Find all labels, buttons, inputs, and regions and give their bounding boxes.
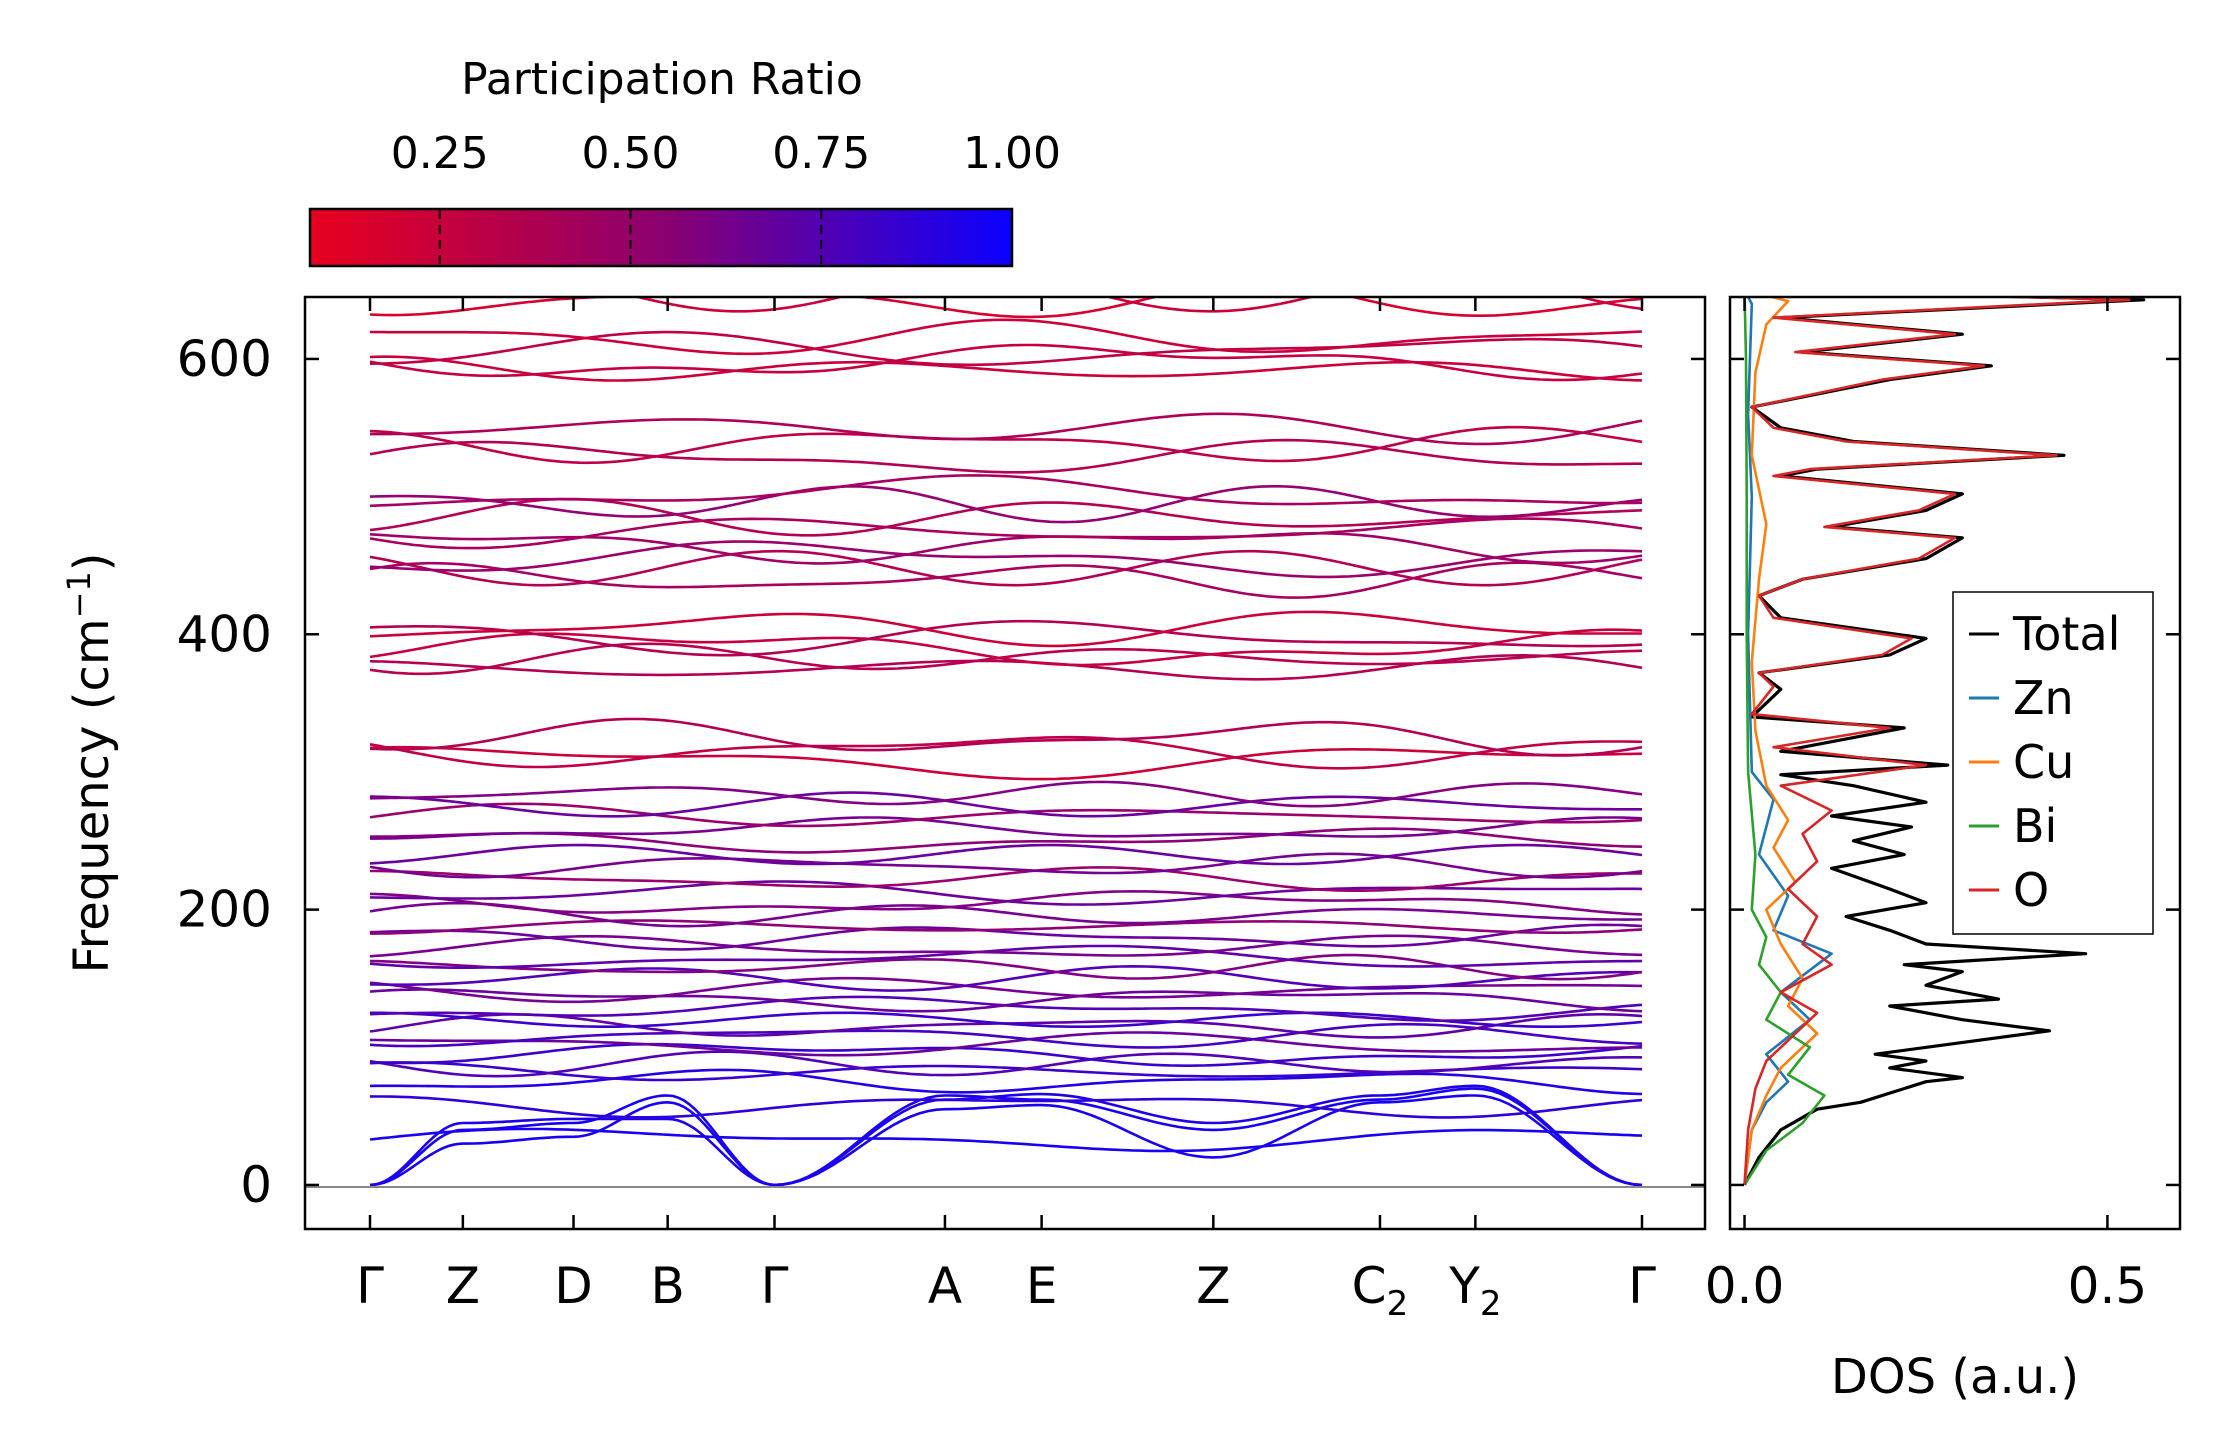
optical-branch	[369, 791, 1642, 818]
band-y-ticks: 0 200 400 600	[177, 330, 1705, 1214]
legend-label: O	[2013, 863, 2049, 917]
high-symmetry-label: A	[928, 1257, 962, 1315]
dos-legend: Total Zn Cu Bi O	[1952, 591, 2154, 935]
colorbar-tick-label: 1.00	[963, 128, 1061, 179]
band-y-tick-label: 0	[240, 1156, 272, 1214]
optical-branch	[369, 549, 1643, 587]
optical-branch	[369, 540, 1643, 579]
optical-branch	[369, 485, 1643, 524]
optical-branch	[369, 517, 1643, 550]
optical-branch	[369, 934, 1643, 958]
optical-branch	[369, 988, 1643, 1013]
dos-panel: 0.0 0.5 DOS (a.u.) Total Zn Cu Bi O	[1705, 295, 2182, 1405]
optical-branch	[369, 610, 1642, 648]
optical-branch	[369, 438, 1642, 474]
optical-branch	[370, 297, 1643, 313]
colorbar-tick-label: 0.50	[581, 128, 679, 179]
dos-x-ticks: 0.0 0.5	[1705, 297, 2147, 1315]
dos-lines	[1743, 297, 2146, 1186]
high-symmetry-label: Y2	[1448, 1257, 1501, 1324]
band-plot-frame	[303, 295, 1707, 1231]
optical-branch	[369, 780, 1643, 808]
optical-branch	[369, 1068, 1643, 1096]
band-y-tick-label: 600	[177, 330, 272, 388]
optical-branch	[369, 852, 1643, 879]
high-symmetry-label: Z	[1196, 1257, 1230, 1315]
high-symmetry-label: C2	[1352, 1257, 1409, 1324]
dos-y-ticks	[1730, 357, 2180, 1187]
optical-branch	[369, 717, 1643, 757]
optical-branch	[369, 802, 1643, 828]
optical-branch	[369, 642, 1643, 676]
optical-branch	[370, 412, 1643, 446]
high-symmetry-label: E	[1026, 1257, 1058, 1315]
optical-branch	[370, 816, 1643, 840]
colorbar-ticks: 0.25 0.50 0.75 1.00	[391, 128, 1061, 265]
legend-label: Cu	[2013, 735, 2074, 789]
optical-branch	[369, 532, 1643, 565]
dos-x-tick-label: 0.0	[1705, 1257, 1785, 1315]
optical-branch	[369, 964, 1642, 992]
dos-x-tick-label: 0.5	[2068, 1257, 2148, 1315]
band-lines	[369, 297, 1643, 1187]
optical-branch	[369, 1042, 1643, 1067]
optical-branch	[370, 919, 1643, 935]
optical-branch	[369, 1022, 1643, 1049]
band-structure-panel: Frequency (cm−1) Γ Z D B Γ A E Z C2 Y2 Γ 0 200 400 60…	[60, 295, 1707, 1324]
optical-branch	[370, 866, 1643, 892]
optical-branch	[369, 1095, 1643, 1119]
high-symmetry-label: Γ	[356, 1257, 384, 1315]
band-y-tick-label: 200	[177, 881, 272, 939]
optical-branch	[369, 827, 1643, 854]
legend-label: Zn	[2013, 671, 2074, 725]
colorbar-gradient	[308, 207, 1014, 268]
dos-x-axis-label: DOS (a.u.)	[1831, 1349, 2079, 1405]
optical-branch	[369, 953, 1643, 981]
high-symmetry-label: Γ	[761, 1257, 789, 1315]
optical-branch	[369, 843, 1643, 866]
optical-branch	[369, 318, 1643, 356]
optical-branch	[369, 1050, 1643, 1078]
optical-branch	[369, 923, 1643, 951]
optical-branch	[369, 944, 1642, 969]
dos-series-bi	[1743, 297, 1826, 1186]
optical-branch	[369, 628, 1643, 667]
optical-branch	[369, 735, 1643, 770]
optical-branch	[369, 745, 1643, 781]
optical-branch	[369, 901, 1642, 928]
optical-branch	[369, 619, 1643, 657]
legend-label: Total	[2012, 607, 2120, 661]
band-x-ticks: Γ Z D B Γ A E Z C2 Y2 Γ	[356, 297, 1656, 1324]
high-symmetry-label: Γ	[1628, 1257, 1656, 1315]
dos-plot-frame	[1728, 295, 2182, 1231]
optical-branch	[369, 474, 1643, 508]
optical-branch	[369, 343, 1643, 382]
high-symmetry-label: B	[650, 1257, 684, 1315]
optical-branch	[369, 1127, 1643, 1153]
acoustic-branch	[369, 1094, 1643, 1187]
y-axis-label: Frequency (cm−1)	[60, 552, 120, 973]
acoustic-branch	[369, 1087, 1643, 1187]
dos-series-zn	[1743, 297, 1833, 1186]
colorbar-title: Participation Ratio	[461, 54, 863, 105]
optical-branch	[369, 355, 1643, 382]
colorbar: Participation Ratio 0.25 0.50 0.75 1.00	[308, 54, 1061, 268]
optical-branch	[369, 425, 1643, 465]
optical-branch	[369, 1031, 1642, 1057]
dos-series-cu	[1743, 297, 1819, 1186]
optical-branch	[369, 297, 1643, 319]
optical-branch	[369, 561, 1643, 599]
high-symmetry-label: D	[554, 1257, 593, 1315]
colorbar-tick-label: 0.25	[391, 128, 489, 179]
colorbar-tick-label: 0.75	[772, 128, 870, 179]
high-symmetry-label: Z	[446, 1257, 480, 1315]
optical-branch	[369, 976, 1643, 1004]
band-y-tick-label: 400	[177, 605, 272, 663]
dos-series-o	[1743, 297, 2131, 1185]
legend-label: Bi	[2013, 799, 2057, 853]
